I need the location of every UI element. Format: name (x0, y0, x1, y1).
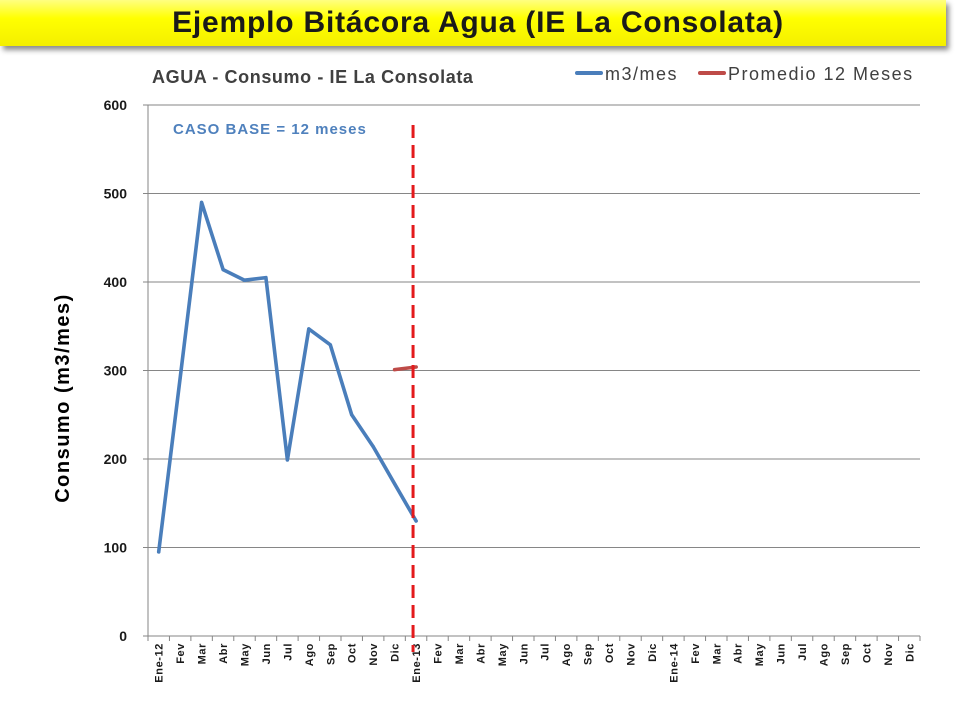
data-point-m3-mes (157, 550, 161, 554)
x-tick-label: May (754, 643, 766, 666)
data-point-m3-mes (285, 458, 289, 462)
data-point-m3-mes (328, 343, 332, 347)
data-point-m3-mes (264, 276, 268, 280)
slide-title: Ejemplo Bitácora Agua (IE La Consolata) (172, 6, 784, 39)
x-tick-label: Oct (604, 643, 616, 663)
data-point-m3-mes (393, 482, 397, 486)
x-tick-label: Jul (797, 643, 809, 661)
data-point-m3-mes (221, 268, 225, 272)
data-point-m3-mes (178, 376, 182, 380)
y-tick-label: 600 (104, 97, 128, 113)
x-tick-label: Oct (861, 643, 873, 663)
x-tick-label: Nov (368, 643, 380, 666)
x-tick-label: Nov (883, 643, 895, 666)
x-tick-label: Fev (433, 643, 445, 664)
legend-item-promedio-12-meses: Promedio 12 Meses (698, 64, 914, 84)
x-tick-label: Sep (583, 643, 595, 665)
y-axis-title: Consumo (m3/mes) (52, 293, 74, 503)
x-tick-label: Jun (518, 643, 530, 664)
x-tick-label: Mar (454, 643, 466, 664)
y-tick-label: 500 (104, 186, 128, 202)
x-tick-label: Sep (325, 643, 337, 665)
gridlines (148, 104, 920, 548)
x-tick-label: May (497, 643, 509, 666)
x-tick-label: Mar (711, 643, 723, 664)
x-tick-label: Sep (840, 643, 852, 665)
x-tick-label: Jul (282, 643, 294, 661)
legend: m3/mes Promedio 12 Meses (575, 64, 914, 84)
annotation-caso-base: CASO BASE = 12 meses (173, 121, 367, 138)
title-banner: Ejemplo Bitácora Agua (IE La Consolata) (0, 0, 946, 46)
data-point-m3-mes (350, 413, 354, 417)
y-tick-label: 100 (104, 540, 128, 556)
x-tick-label: Abr (475, 643, 487, 664)
legend-label-promedio-12-meses: Promedio 12 Meses (728, 64, 914, 84)
series (156, 200, 418, 554)
x-tick-label: Dic (904, 643, 916, 662)
x-tick-label: Ago (561, 643, 573, 666)
x-tick-label: Jul (540, 643, 552, 661)
x-tick-label: Dic (647, 643, 659, 662)
x-tick-label: Ene-12 (154, 643, 166, 683)
legend-label-m3-mes: m3/mes (605, 64, 678, 84)
x-tick-label: Fev (690, 643, 702, 664)
x-tick-label: Ago (819, 643, 831, 666)
x-tick-label: Ene-13 (411, 643, 423, 683)
x-tick-label: Jun (776, 643, 788, 664)
legend-item-m3-mes: m3/mes (575, 64, 678, 84)
x-tick-label: Ene-14 (668, 643, 680, 683)
chart-title: AGUA - Consumo - IE La Consolata (152, 67, 474, 87)
y-tick-label: 200 (104, 451, 128, 467)
x-tick-label: Oct (347, 643, 359, 663)
x-tick-label: Abr (733, 643, 745, 664)
x-tick-label: Dic (390, 643, 402, 662)
x-tick-label: Fev (175, 643, 187, 664)
data-point-m3-mes (200, 200, 204, 204)
x-tick-label: Nov (626, 643, 638, 666)
x-tick-label: May (240, 643, 252, 666)
y-tick-label: 300 (104, 363, 128, 379)
data-point-m3-mes (242, 278, 247, 282)
data-point-m3-mes (307, 327, 311, 331)
x-tick-label: Abr (218, 643, 230, 664)
x-tick-label: Mar (197, 643, 209, 664)
data-point-promedio-12-meses (393, 368, 397, 372)
series-line-m3-mes (156, 200, 418, 554)
axes: 0 100 200 300 400 500 600 Ene-12 Fev Mar Abr May Jun… (104, 97, 921, 683)
y-tick-label: 0 (119, 628, 127, 644)
data-point-m3-mes (414, 519, 418, 523)
y-tick-label: 400 (104, 274, 128, 290)
x-tick-label: Jun (261, 643, 273, 664)
x-tick-label: Ago (304, 643, 316, 666)
data-point-m3-mes (371, 445, 375, 449)
data-point-promedio-12-meses (414, 365, 418, 369)
